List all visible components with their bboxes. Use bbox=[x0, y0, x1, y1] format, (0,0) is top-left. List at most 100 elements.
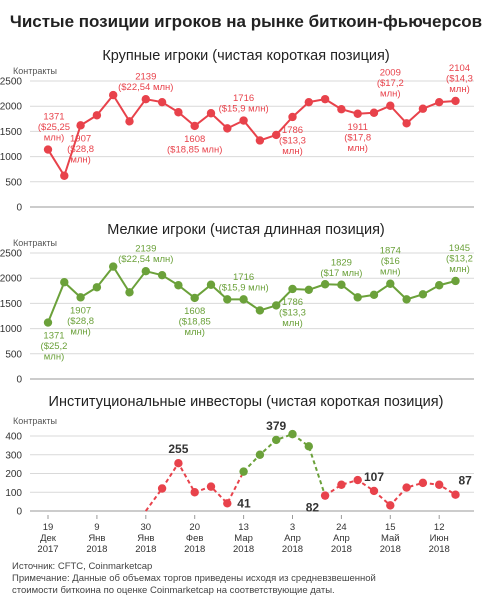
data-point bbox=[386, 279, 395, 288]
y-tick-label: 2000 bbox=[0, 274, 22, 285]
data-label: 1874 bbox=[380, 246, 401, 257]
data-label: 1786 bbox=[282, 125, 303, 136]
x-tick-label: 30 bbox=[141, 522, 152, 533]
x-tick-label: 9 bbox=[94, 522, 99, 533]
x-tick-label: Янв bbox=[137, 533, 154, 544]
data-label: 1371 bbox=[43, 331, 64, 342]
data-label: 255 bbox=[168, 442, 188, 456]
data-label: ($28,8 bbox=[67, 144, 94, 155]
footer: Источник: CFTC, Coinmarketcap Примечание… bbox=[12, 561, 376, 596]
data-label: 1371 bbox=[43, 112, 64, 123]
data-point bbox=[141, 94, 150, 104]
x-tick-label: Янв bbox=[88, 533, 105, 544]
data-point bbox=[402, 483, 411, 492]
data-point bbox=[435, 480, 444, 489]
data-label: 1945 bbox=[449, 243, 470, 254]
chart-title: Чистые позиции игроков на рынке биткоин-… bbox=[10, 12, 482, 31]
x-tick-label: 2018 bbox=[233, 544, 254, 555]
data-point bbox=[174, 458, 183, 468]
x-tick-label: Дек bbox=[40, 533, 57, 544]
data-point bbox=[255, 136, 265, 145]
x-tick-label: Июн bbox=[430, 533, 449, 544]
y-tick-label: 0 bbox=[16, 507, 22, 518]
data-point bbox=[288, 112, 297, 122]
y-axis-label: Контракты bbox=[13, 66, 57, 76]
data-label: млн) bbox=[184, 327, 204, 338]
x-tick-label: 13 bbox=[238, 522, 249, 533]
data-point bbox=[76, 293, 85, 302]
x-tick-label: 2018 bbox=[282, 544, 303, 555]
data-point bbox=[206, 482, 216, 491]
data-label: ($18,85 bbox=[179, 316, 211, 327]
data-label: 82 bbox=[306, 501, 320, 515]
data-point bbox=[337, 480, 346, 489]
data-point bbox=[320, 280, 330, 289]
data-label: 1716 bbox=[233, 93, 254, 104]
data-point bbox=[435, 97, 444, 107]
data-point bbox=[109, 90, 118, 100]
data-point bbox=[386, 501, 395, 510]
data-label: млн) bbox=[282, 146, 302, 157]
data-label: 379 bbox=[266, 419, 286, 433]
data-label: ($15,9 млн) bbox=[219, 104, 269, 115]
x-tick-label: Апр bbox=[333, 533, 350, 544]
data-label: ($17,2 bbox=[377, 78, 404, 89]
data-label: млн) bbox=[449, 264, 469, 275]
data-label: млн) bbox=[282, 318, 302, 329]
x-tick-label: 15 bbox=[385, 522, 396, 533]
x-tick-label: 24 bbox=[336, 522, 347, 533]
data-point bbox=[92, 283, 102, 292]
y-tick-label: 500 bbox=[5, 177, 22, 188]
data-point bbox=[223, 124, 232, 133]
data-label: 2139 bbox=[135, 72, 156, 83]
x-axis: 19Дек20179Янв201830Янв201820Фев201813Мар… bbox=[37, 515, 450, 555]
y-tick-label: 2000 bbox=[0, 102, 22, 113]
x-tick-label: 19 bbox=[43, 522, 54, 533]
data-label: ($17 млн) bbox=[320, 268, 362, 279]
data-point bbox=[157, 270, 167, 280]
note-text-line-1: Примечание: Данные об объемах торгов при… bbox=[12, 573, 376, 584]
panel-small-players: Мелкие игроки (чистая длинная позиция) К… bbox=[0, 222, 474, 386]
data-label: млн) bbox=[44, 352, 64, 363]
data-label: млн) bbox=[347, 143, 367, 154]
data-point bbox=[304, 285, 313, 294]
data-point bbox=[223, 295, 232, 304]
data-label: 41 bbox=[237, 496, 251, 510]
x-tick-label: 2018 bbox=[331, 544, 352, 555]
data-label: млн) bbox=[70, 326, 90, 337]
data-point bbox=[402, 295, 411, 304]
data-point bbox=[353, 109, 362, 118]
data-point bbox=[337, 280, 346, 289]
y-tick-label: 0 bbox=[16, 375, 22, 386]
y-tick-label: 100 bbox=[5, 488, 22, 499]
data-point bbox=[288, 429, 297, 439]
data-point bbox=[402, 119, 411, 128]
data-point bbox=[386, 101, 395, 110]
data-label: ($22,54 млн) bbox=[118, 254, 173, 265]
data-point bbox=[353, 293, 362, 302]
data-point bbox=[190, 293, 199, 303]
data-point bbox=[174, 108, 183, 117]
data-label: 1907 bbox=[70, 133, 91, 144]
data-label: ($25,25 bbox=[38, 122, 70, 133]
data-point bbox=[353, 475, 362, 485]
data-label: 1716 bbox=[233, 272, 254, 283]
data-point bbox=[418, 104, 428, 113]
data-label: млн) bbox=[44, 133, 64, 144]
data-label: ($28,8 bbox=[67, 316, 94, 327]
x-tick-label: 2018 bbox=[184, 544, 205, 555]
data-point bbox=[157, 97, 167, 107]
y-tick-label: 2500 bbox=[0, 77, 22, 88]
data-point bbox=[223, 499, 232, 508]
data-label: 1786 bbox=[282, 297, 303, 308]
data-label: млн) bbox=[449, 84, 469, 95]
panel-title: Крупные игроки (чистая короткая позиция) bbox=[102, 48, 389, 64]
data-point bbox=[320, 94, 330, 104]
x-tick-label: 2017 bbox=[37, 544, 58, 555]
data-label: ($14,3 bbox=[446, 73, 473, 84]
data-point bbox=[304, 97, 313, 107]
data-point bbox=[43, 145, 53, 154]
data-point bbox=[418, 478, 428, 488]
data-point bbox=[92, 111, 102, 120]
